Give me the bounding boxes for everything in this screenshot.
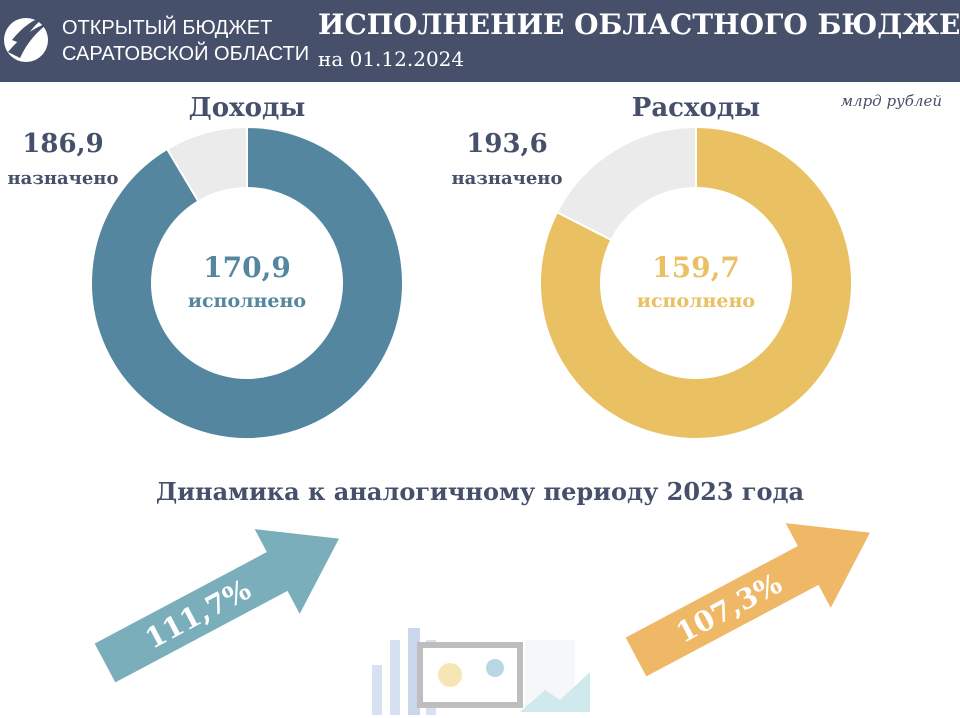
dynamics-title: Динамика к аналогичному периоду 2023 год… (156, 477, 804, 506)
donut-executed (539, 125, 853, 440)
header-bar (0, 0, 960, 82)
decor-illustration (372, 628, 590, 715)
planned-caption: назначено (8, 168, 119, 189)
executed-value: 170,9 (203, 251, 291, 284)
planned-value: 186,9 (22, 129, 103, 159)
growth-arrow: 111,7% (94, 529, 339, 683)
executed-caption: исполнено (188, 290, 306, 312)
unit-label: млрд рублей (841, 92, 942, 110)
arrow-shape (625, 523, 870, 677)
logo-text: ОТКРЫТЫЙ БЮДЖЕТ (62, 15, 272, 39)
executed-caption: исполнено (637, 290, 755, 312)
donut-title: Расходы (632, 93, 760, 123)
logo-text: САРАТОВСКОЙ ОБЛАСТИ (62, 41, 309, 65)
page-title: ИСПОЛНЕНИЕ ОБЛАСТНОГО БЮДЖЕТА (318, 8, 960, 41)
planned-caption: назначено (452, 168, 563, 189)
growth-arrow: 107,3% (625, 523, 870, 677)
donut-title: Доходы (189, 93, 306, 123)
page-subtitle: на 01.12.2024 (318, 47, 464, 71)
executed-value: 159,7 (652, 251, 740, 284)
arrow-shape (94, 529, 339, 683)
logo-icon (4, 16, 50, 62)
planned-value: 193,6 (466, 129, 547, 159)
donut-executed (90, 125, 404, 440)
